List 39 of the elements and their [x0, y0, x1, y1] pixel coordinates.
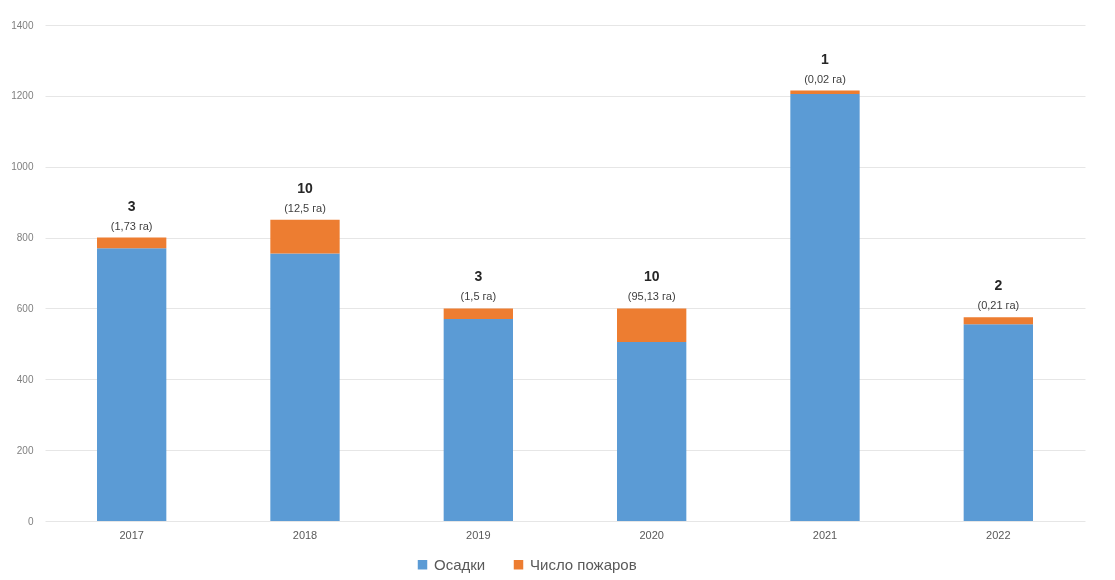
x-tick-label: 2021 — [812, 528, 838, 541]
y-tick-label: 0 — [27, 515, 34, 527]
x-tick-label: 2019 — [466, 528, 491, 541]
annotation: 1 — [821, 50, 830, 67]
y-tick-label: 1000 — [11, 161, 34, 173]
x-tick-label: 2018 — [292, 528, 318, 541]
y-tick-label: 400 — [16, 373, 34, 385]
annotation: 10 — [643, 268, 660, 285]
y-tick-label: 600 — [16, 302, 34, 314]
annotation: (1,73 га) — [110, 219, 153, 232]
y-tick-label: 200 — [16, 444, 34, 456]
annotation: 10 — [297, 179, 313, 196]
bar — [790, 94, 860, 521]
x-tick-label: 2017 — [119, 528, 144, 541]
y-tick-label: 1400 — [11, 19, 34, 31]
annotation: (1,5 га) — [460, 290, 497, 303]
bar — [443, 319, 513, 521]
annotation: (12,5 га) — [284, 201, 326, 214]
bar — [270, 219, 340, 254]
annotation: (95,13 га) — [627, 290, 676, 303]
annotation: (0,21 га) — [977, 299, 1020, 312]
annotation: 2 — [994, 277, 1003, 294]
bar — [97, 248, 167, 521]
y-tick-label: 1200 — [11, 90, 34, 102]
bar — [963, 317, 1033, 325]
legend-label: Осадки — [434, 555, 486, 573]
annotation: 3 — [474, 268, 483, 285]
bar — [617, 342, 687, 521]
bar — [963, 324, 1033, 521]
bar — [270, 253, 340, 521]
y-tick-label: 800 — [16, 232, 34, 244]
legend-label: Число пожаров — [530, 555, 637, 573]
x-tick-label: 2020 — [639, 528, 664, 541]
bar — [617, 308, 687, 343]
bar — [97, 237, 167, 249]
annotation: 3 — [127, 197, 136, 214]
annotation: (0,02 га) — [804, 72, 846, 85]
bar — [443, 308, 513, 320]
x-tick-label: 2022 — [986, 528, 1011, 541]
